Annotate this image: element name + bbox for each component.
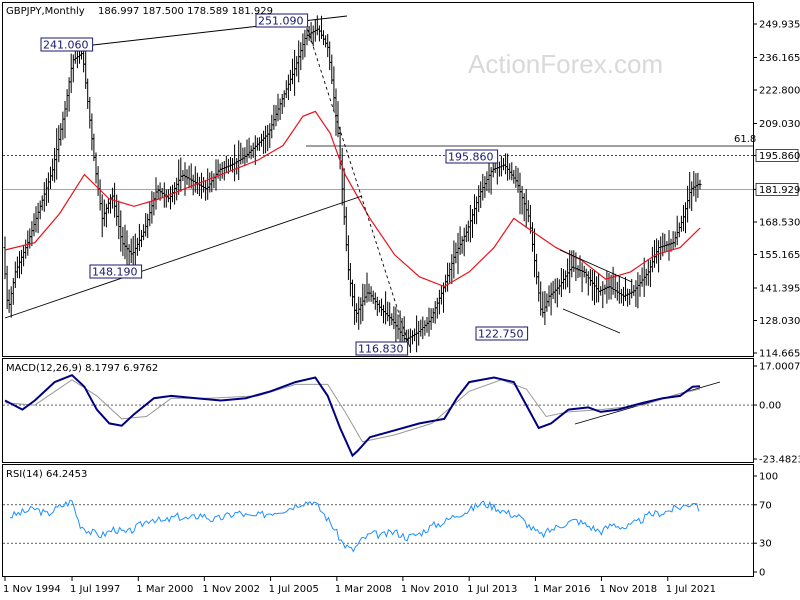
price-y-tick-label: 195.860	[759, 151, 800, 162]
macd-signal-line	[4, 379, 701, 443]
wedge-top-trendline	[559, 249, 633, 283]
header-symbol: GBPJPY,Monthly	[6, 6, 85, 17]
rsi-panel-frame	[2, 464, 754, 577]
price-y-tick-label: 168.530	[759, 217, 800, 228]
x-tick-label: 1 Nov 2010	[401, 584, 459, 595]
header-ohlc: 186.997 187.500 178.589 181.929	[98, 6, 273, 17]
x-tick-label: 1 Mar 2016	[533, 584, 590, 595]
x-tick-label: 1 Nov 2002	[202, 584, 260, 595]
x-tick-label: 1 Jul 1997	[70, 584, 120, 595]
x-tick-label: 1 Jul 2013	[467, 584, 517, 595]
fib-label: 61.8	[734, 134, 756, 145]
rsi-y-tick-label: 0	[759, 568, 765, 579]
macd-panel-frame	[2, 358, 754, 463]
price-y-tick-label: 128.030	[759, 316, 800, 327]
price-y-tag	[755, 183, 799, 196]
annotation-148-box	[89, 264, 143, 279]
price-y-tick-label: 249.935	[759, 20, 800, 31]
price-y-tick-label: 209.030	[759, 119, 800, 130]
watermark: ActionForex.com	[468, 49, 663, 79]
price-bars	[3, 15, 702, 353]
annotation-251-label: 251.090	[258, 15, 304, 28]
rsi-y-tick-label: 100	[759, 472, 778, 483]
annotation-122-box	[475, 326, 529, 341]
x-tick-label: 1 Jul 2005	[269, 584, 319, 595]
macd-y-tick-label: 17.0007	[759, 362, 800, 373]
price-lines	[4, 110, 701, 288]
annotation-122-label: 122.750	[478, 328, 524, 341]
price-labels: 241.060 251.090 195.860 148.190 116.830 122.7…	[40, 13, 756, 356]
annotation-251-box	[255, 13, 309, 28]
moving-average-line	[4, 110, 701, 288]
rsi-title: RSI(14) 64.2453	[6, 469, 87, 480]
macd-main-line	[4, 374, 701, 458]
x-tick-label: 1 Jul 2021	[666, 584, 716, 595]
price-y-tag	[755, 149, 799, 162]
decline-dashed-trendline	[305, 23, 411, 349]
annotation-116-box	[355, 341, 409, 356]
price-y-tick-label: 222.800	[759, 85, 800, 96]
rsi-line	[9, 499, 700, 553]
x-tick-label: 1 Mar 2008	[335, 584, 392, 595]
price-grid	[3, 145, 753, 190]
price-y-tick-label: 114.665	[759, 349, 800, 360]
rsi-lines: RSI(14) 64.2453	[3, 469, 753, 553]
price-y-tick-label: 155.165	[759, 250, 800, 261]
annotation-241-box	[40, 37, 94, 52]
rsi-y-tick-label: 30	[759, 539, 772, 550]
x-tick-label: 1 Nov 1994	[3, 584, 61, 595]
x-tick-label: 1 Nov 2018	[599, 584, 657, 595]
annotation-195-label: 195.860	[448, 151, 494, 164]
macd-y-tick-label: -23.4823	[759, 455, 800, 466]
macd-y-tick-label: 0.00	[759, 401, 781, 412]
annotation-195-box	[445, 149, 499, 164]
wedge-bottom-trendline	[562, 308, 621, 334]
price-y-tick-label: 141.395	[759, 283, 800, 294]
macd-trendline	[574, 381, 721, 425]
axes: 249.935 236.165 222.800 209.030 195.860 181.9…	[3, 20, 800, 596]
macd-lines: MACD(12,26,9) 8.1797 6.9762	[3, 363, 753, 458]
x-tick-label: 1 Mar 2000	[136, 584, 193, 595]
rsi-y-tick-label: 70	[759, 500, 772, 511]
price-y-tick-label: 236.165	[759, 53, 800, 64]
annotation-148-label: 148.190	[92, 266, 138, 279]
price-panel-frame	[2, 2, 754, 357]
annotation-241-label: 241.060	[43, 39, 89, 52]
long-term-support-trendline	[4, 195, 363, 319]
annotation-116-label: 116.830	[358, 343, 404, 356]
macd-title: MACD(12,26,9) 8.1797 6.9762	[6, 363, 158, 374]
price-y-tick-label: 181.929	[759, 185, 800, 196]
